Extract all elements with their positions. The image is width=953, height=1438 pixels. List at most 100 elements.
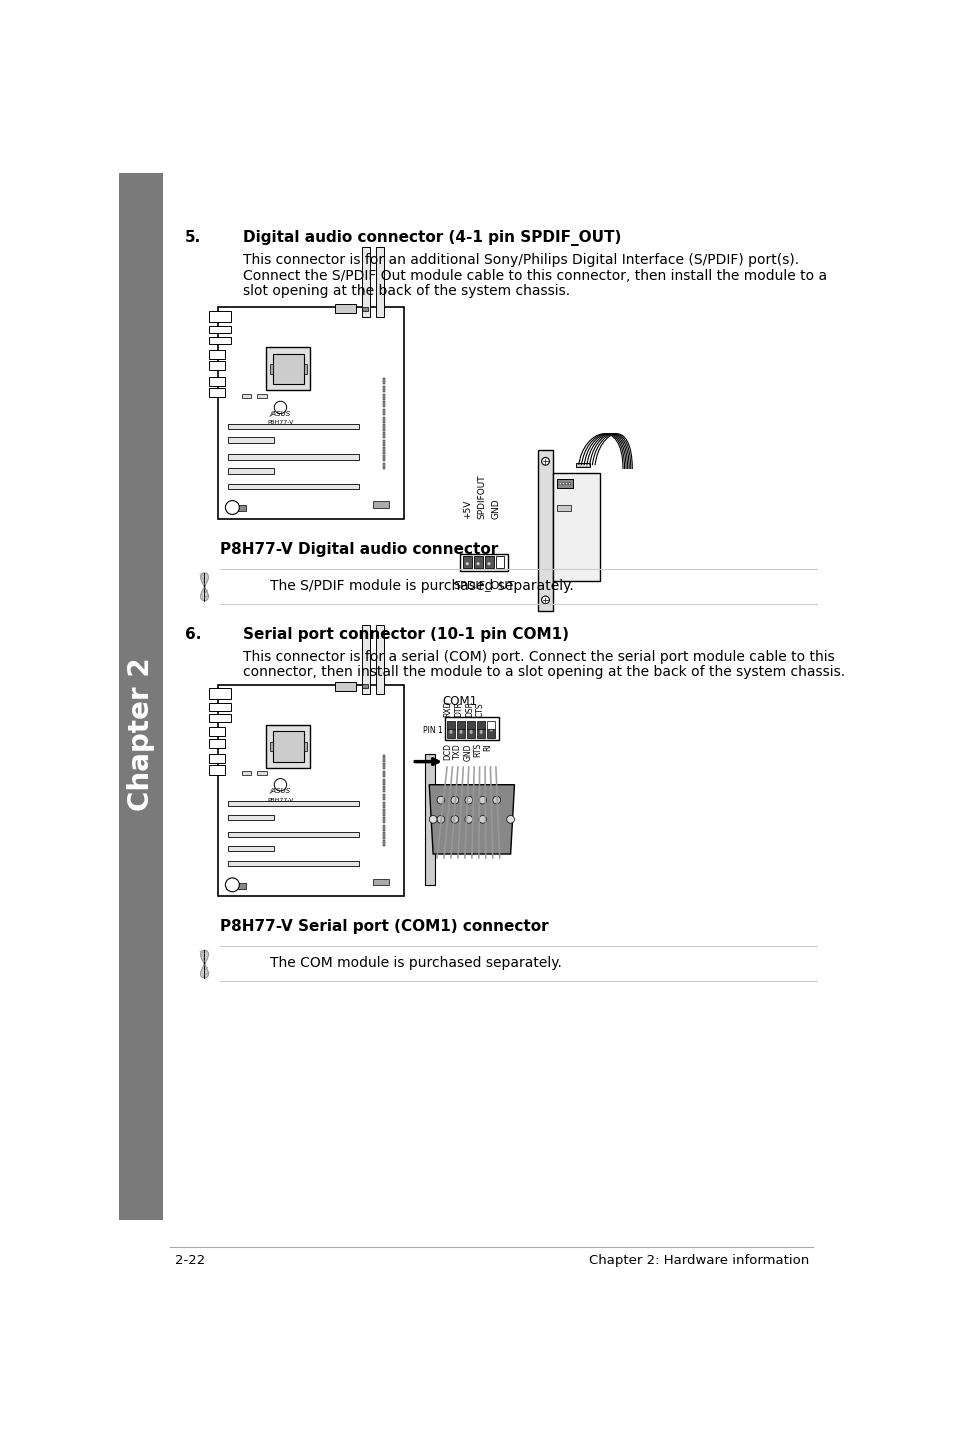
Circle shape <box>568 483 570 485</box>
Circle shape <box>586 464 589 466</box>
Circle shape <box>487 562 490 565</box>
Circle shape <box>478 797 486 804</box>
Circle shape <box>451 815 458 823</box>
Bar <box>382 463 385 469</box>
Circle shape <box>580 464 582 466</box>
Bar <box>382 394 385 400</box>
Bar <box>228 469 274 473</box>
Bar <box>476 720 484 729</box>
Bar <box>209 728 224 736</box>
Bar <box>361 306 368 311</box>
Bar <box>382 440 385 446</box>
Bar <box>537 450 553 611</box>
Text: This connector is for an additional Sony/Philips Digital Interface (S/PDIF) port: This connector is for an additional Sony… <box>243 253 799 267</box>
Bar <box>382 833 385 838</box>
Circle shape <box>583 464 585 466</box>
Circle shape <box>565 483 567 485</box>
Circle shape <box>451 797 458 804</box>
Bar <box>382 825 385 831</box>
Bar <box>447 729 455 738</box>
Circle shape <box>561 483 564 485</box>
Bar <box>382 794 385 800</box>
Bar <box>557 479 572 489</box>
Text: P8H77-V: P8H77-V <box>267 420 294 426</box>
Bar <box>228 846 274 851</box>
Bar <box>270 364 273 374</box>
Text: COM1: COM1 <box>442 695 477 707</box>
Bar <box>373 502 389 508</box>
Bar <box>119 173 163 1219</box>
Bar <box>382 424 385 430</box>
Bar <box>270 742 273 751</box>
Bar <box>209 689 231 699</box>
Bar <box>382 778 385 785</box>
Circle shape <box>479 729 482 732</box>
Bar <box>375 247 383 316</box>
Bar <box>335 682 356 690</box>
Bar <box>209 739 224 748</box>
Bar <box>382 385 385 393</box>
Bar <box>576 463 590 467</box>
Polygon shape <box>429 785 514 854</box>
Text: CTS: CTS <box>476 702 484 718</box>
Circle shape <box>449 729 452 732</box>
Text: Connect the S/PDIF Out module cable to this connector, then install the module t: Connect the S/PDIF Out module cable to t… <box>243 269 826 283</box>
Circle shape <box>449 731 452 733</box>
Bar <box>373 879 389 884</box>
Bar <box>209 703 231 710</box>
Text: 2-22: 2-22 <box>174 1254 205 1267</box>
Bar <box>382 456 385 462</box>
Bar <box>209 765 224 775</box>
Bar <box>382 840 385 847</box>
Text: The COM module is purchased separately.: The COM module is purchased separately. <box>270 956 561 971</box>
Bar <box>496 557 504 568</box>
Bar <box>226 883 245 889</box>
Text: connector, then install the module to a slot opening at the back of the system c: connector, then install the module to a … <box>243 666 844 679</box>
Text: RTS: RTS <box>473 743 482 758</box>
Bar <box>476 729 484 738</box>
Text: Serial port connector (10-1 pin COM1): Serial port connector (10-1 pin COM1) <box>243 627 569 641</box>
Circle shape <box>274 401 286 414</box>
Bar <box>228 861 359 866</box>
Bar <box>273 731 303 762</box>
Circle shape <box>429 815 436 823</box>
Bar <box>228 831 359 837</box>
Bar <box>209 388 224 397</box>
Text: P8H77-V: P8H77-V <box>267 798 294 802</box>
Bar <box>228 454 359 460</box>
Bar <box>382 771 385 777</box>
Bar <box>209 713 231 722</box>
Bar <box>209 336 231 344</box>
Circle shape <box>469 731 472 733</box>
Polygon shape <box>200 572 208 601</box>
Bar <box>382 817 385 823</box>
Bar <box>447 720 455 729</box>
Bar <box>382 378 385 384</box>
Bar <box>266 725 310 768</box>
Text: DTR: DTR <box>454 702 463 718</box>
Bar <box>218 308 404 519</box>
Bar <box>361 247 369 316</box>
Bar <box>382 755 385 762</box>
Text: DSR: DSR <box>464 700 474 718</box>
Text: PIN 1: PIN 1 <box>422 726 442 735</box>
Text: DCD: DCD <box>443 743 452 761</box>
Bar <box>382 431 385 439</box>
Circle shape <box>476 562 479 565</box>
Circle shape <box>274 778 286 791</box>
Circle shape <box>225 500 239 515</box>
Text: /ASUS: /ASUS <box>270 411 291 417</box>
Text: P8H77-V Serial port (COM1) connector: P8H77-V Serial port (COM1) connector <box>220 919 548 935</box>
Text: SPDIFOUT: SPDIFOUT <box>476 475 486 519</box>
Bar <box>209 349 224 360</box>
Bar <box>228 483 359 489</box>
Bar <box>382 801 385 808</box>
Circle shape <box>478 815 486 823</box>
Text: +5V: +5V <box>463 499 472 519</box>
Bar <box>557 505 571 512</box>
Bar <box>474 557 482 568</box>
Text: The S/PDIF module is purchased separately.: The S/PDIF module is purchased separatel… <box>270 580 574 592</box>
Bar <box>382 764 385 769</box>
Circle shape <box>465 562 468 565</box>
Text: 6.: 6. <box>185 627 201 641</box>
